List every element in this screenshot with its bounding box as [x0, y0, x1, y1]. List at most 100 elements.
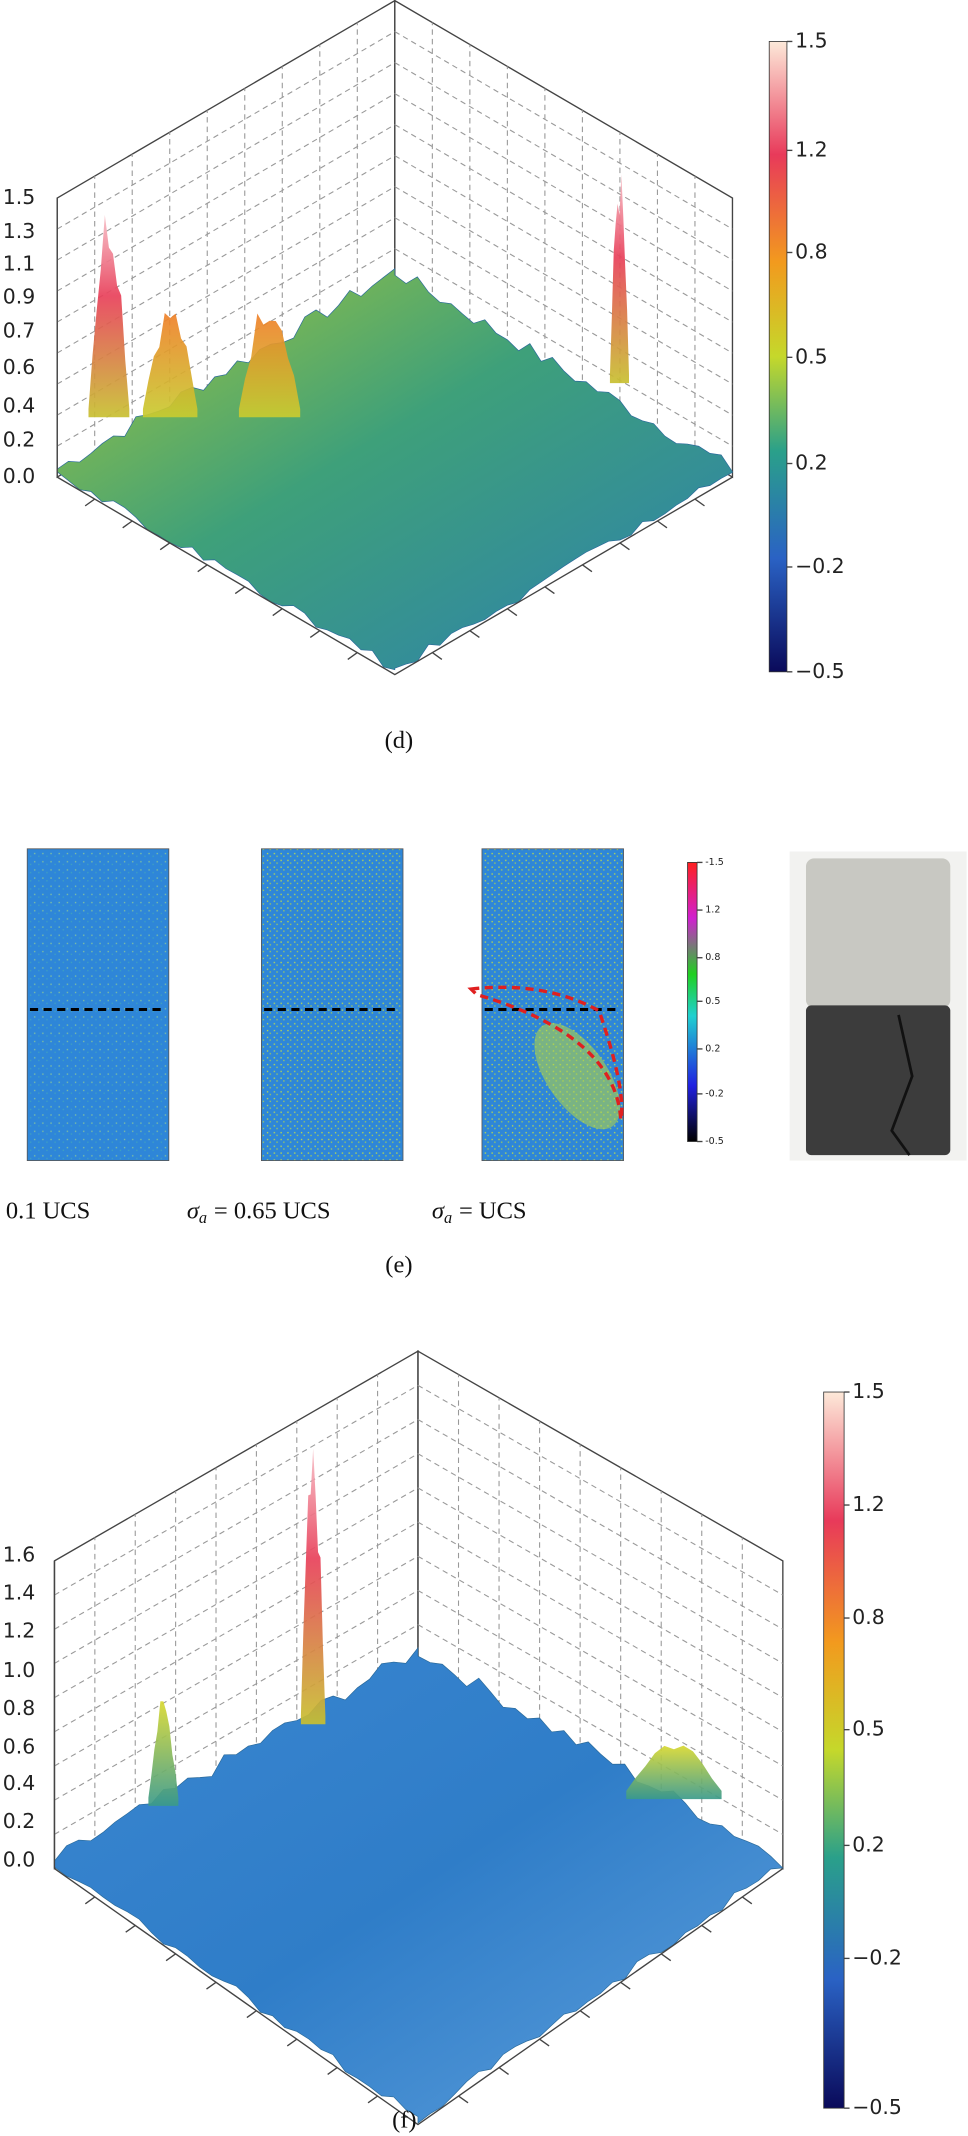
condition-label: σa= 0.1 UCS [0, 1197, 90, 1227]
peak [238, 313, 301, 418]
tick-mark [544, 586, 555, 595]
grid-line [417, 1487, 784, 1699]
caption: (e) [385, 1251, 412, 1278]
colorbar-label: 1.2 [852, 1492, 884, 1516]
z-tick-label: 0.4 [3, 1771, 35, 1795]
tick-mark [579, 2010, 591, 2019]
tick-mark [506, 608, 518, 617]
z-tick-label: 0.0 [3, 1847, 35, 1871]
z-tick-label: 1.5 [3, 185, 35, 209]
grid-line [54, 1453, 419, 1664]
colorbar-label: 0.2 [852, 1832, 884, 1856]
grid-line [54, 1624, 419, 1835]
grid-line [417, 1419, 784, 1630]
tick-mark [619, 542, 630, 551]
z-tick-label: 0.6 [3, 355, 35, 379]
z-tick-label: 0.4 [3, 393, 35, 417]
colorbar-label: 0.2 [795, 451, 827, 475]
colorbar-label: 0.8 [795, 239, 827, 263]
caption: (d) [385, 727, 414, 754]
tick-mark [498, 2067, 509, 2075]
grid-line [394, 31, 733, 230]
band [534, 1023, 621, 1130]
colorbar [687, 862, 698, 1142]
z-tick-label: 0.8 [3, 1696, 35, 1720]
crack [890, 1014, 914, 1156]
colorbar-label: 1.5 [795, 28, 827, 52]
symbol: σ [187, 1197, 200, 1224]
grid-line [417, 1521, 784, 1733]
peak [626, 1745, 722, 1800]
peak [148, 1701, 179, 1806]
grid-line [394, 124, 733, 323]
colorbar [768, 41, 788, 673]
grid-line [56, 248, 396, 447]
colorbar-label: 1.2 [705, 905, 720, 916]
tick-mark [660, 1953, 672, 1962]
colorbar-label: 0.8 [705, 952, 720, 963]
z-tick-label: 0.2 [3, 1809, 35, 1833]
colorbar-label: −0.2 [795, 554, 845, 578]
colorbar-label: 1.2 [795, 137, 827, 161]
grid-line [394, 155, 733, 354]
crack-outline [467, 985, 624, 1121]
grid-line [56, 186, 396, 385]
surface [56, 268, 733, 671]
grid-line [417, 1453, 784, 1664]
condition: = 0.65 UCS [214, 1197, 331, 1224]
tick-mark [159, 542, 171, 551]
condition-label: σa = UCS [432, 1197, 527, 1227]
condition: = UCS [459, 1197, 527, 1224]
condition-label: σa = 0.65 UCS [187, 1197, 331, 1227]
tick-mark [657, 520, 668, 529]
strain-image [26, 848, 170, 1161]
grid-line [417, 1555, 784, 1767]
z-tick-label: 0.0 [3, 464, 35, 488]
grid-line [54, 1487, 419, 1699]
tick-mark [582, 564, 593, 573]
z-tick-label: 0.9 [3, 284, 35, 308]
symbol: σ [432, 1197, 445, 1224]
tick-mark [327, 2067, 338, 2075]
tick-mark [701, 1924, 712, 1933]
tick-mark [286, 2038, 298, 2047]
tick-mark [234, 586, 246, 595]
specimen-bottom [805, 1005, 951, 1156]
grid-line [54, 1419, 419, 1630]
tick-mark [741, 1896, 753, 1905]
grid-line [56, 93, 396, 292]
colorbar-label: -1.5 [705, 857, 724, 868]
tick-mark [347, 652, 358, 660]
tick-mark [84, 498, 96, 507]
tick-mark [197, 564, 208, 573]
colorbar-label: −0.5 [852, 2095, 902, 2119]
z-tick-label: 1.0 [3, 1658, 35, 1682]
tick-mark [458, 2095, 469, 2104]
grid-line [56, 124, 396, 323]
specimen-top [805, 858, 951, 1009]
peak [142, 313, 198, 418]
grid-line [54, 1555, 419, 1767]
grid-line [394, 186, 733, 385]
subscript: a [444, 1208, 452, 1227]
colorbar-label: 0.5 [705, 996, 720, 1007]
colorbar-label: -0.2 [705, 1088, 724, 1099]
tick-mark [272, 608, 283, 617]
axis-line [56, 476, 733, 676]
tick-mark [309, 630, 321, 639]
grid-line [54, 1384, 419, 1596]
grid-line [56, 31, 396, 230]
grid-line [54, 1590, 419, 1801]
condition: = 0.1 UCS [0, 1197, 90, 1224]
z-tick-label: 1.6 [3, 1542, 35, 1566]
peak [88, 214, 130, 418]
tick-mark [367, 2095, 378, 2104]
strain-image [260, 848, 404, 1161]
z-tick-label: 0.2 [3, 427, 35, 451]
grid-line [56, 155, 396, 354]
grid-line [56, 62, 396, 261]
grid-line [417, 1384, 784, 1596]
